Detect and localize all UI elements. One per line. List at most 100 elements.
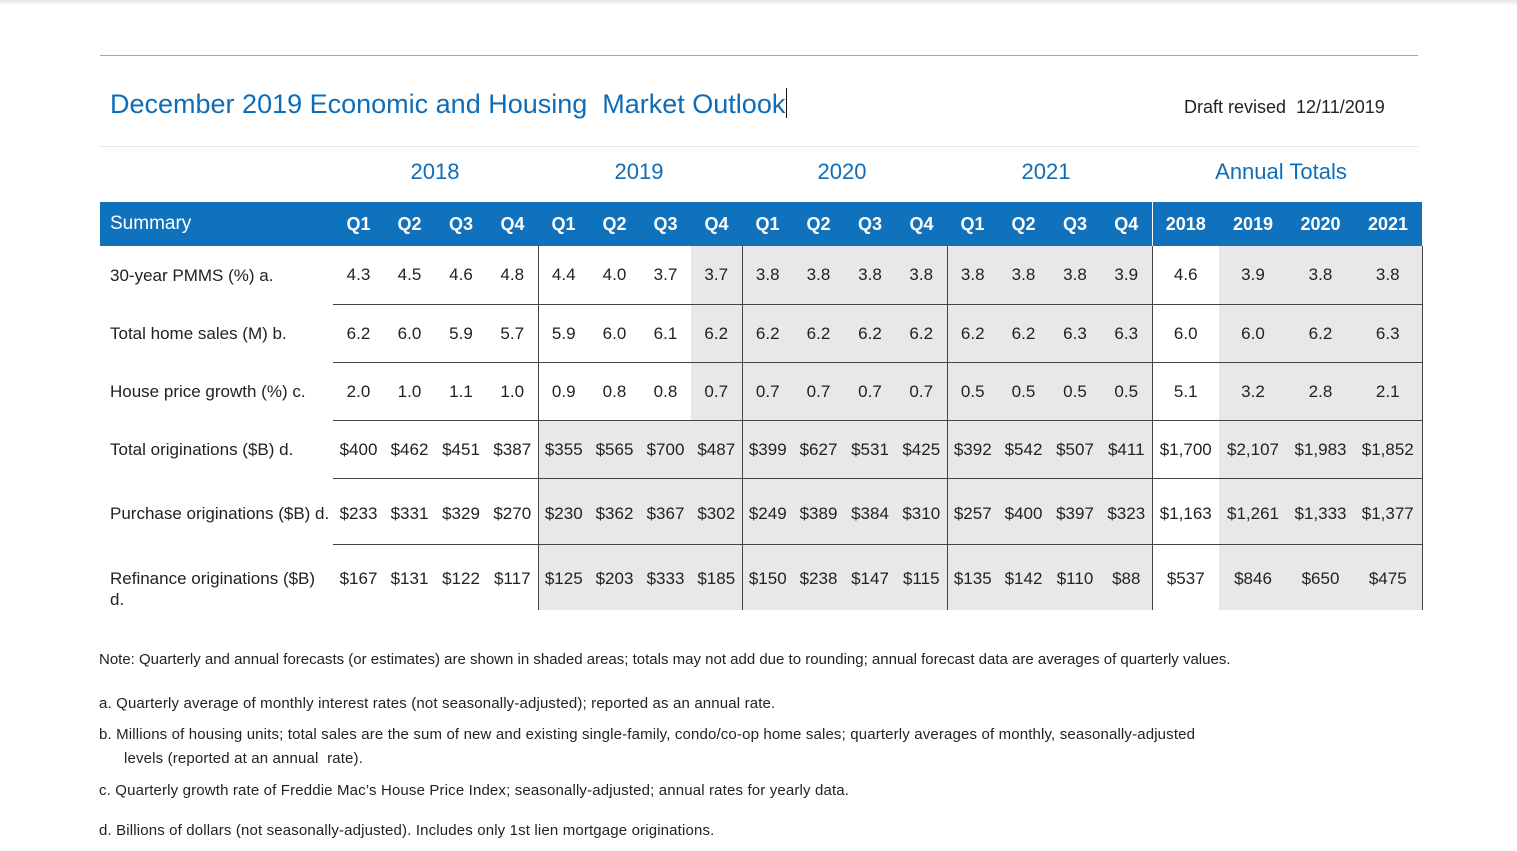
table-note: Note: Quarterly and annual forecasts (or… xyxy=(99,651,1231,668)
quarter-cell: 5.9 xyxy=(537,304,589,363)
quarter-cell: $355 xyxy=(537,420,589,479)
row-label: 30-year PMMS (%) a. xyxy=(110,265,274,285)
table-row: Refinance originations ($B) d. $167 $131 $1… xyxy=(100,544,1423,610)
quarter-cell: $411 xyxy=(1101,420,1152,479)
header-q: Q1 xyxy=(333,202,384,246)
quarter-cell: $115 xyxy=(896,544,947,610)
header-q: Q4 xyxy=(691,202,742,246)
quarter-cell: 6.2 xyxy=(793,304,844,363)
row-label: Total home sales (M) b. xyxy=(110,324,287,343)
header-annual: 2021 xyxy=(1354,202,1422,246)
quarter-cell: 5.7 xyxy=(487,304,538,363)
quarter-cell: $565 xyxy=(589,420,640,479)
annual-cell: $650 xyxy=(1287,544,1354,610)
quarter-cell: 5.9 xyxy=(435,304,487,363)
quarter-cell: 4.6 xyxy=(449,265,473,284)
quarter-cell: $167 xyxy=(333,544,384,610)
header-q: Q4 xyxy=(487,202,538,246)
quarter-cell: 0.7 xyxy=(844,362,896,421)
quarter-cell: 3.9 xyxy=(1101,246,1152,305)
quarter-cell: $425 xyxy=(896,420,947,479)
quarter-cell: 0.5 xyxy=(946,362,998,421)
year-group-2021: 2021 xyxy=(1021,159,1071,184)
quarter-cell: 6.0 xyxy=(384,304,435,363)
quarter-cell: $487 xyxy=(691,420,742,479)
footnote-d: d. Billions of dollars (not seasonally-a… xyxy=(99,822,715,839)
header-q: Q1 xyxy=(947,202,998,246)
annual-cell: $1,700 xyxy=(1151,420,1219,479)
header-q: Q2 xyxy=(589,202,640,246)
page-title[interactable]: December 2019 Economic and Housing Marke… xyxy=(110,88,788,120)
quarter-cell: 6.2 xyxy=(946,304,998,363)
annual-cell: 4.6 xyxy=(1151,246,1219,305)
annual-cell: 6.0 xyxy=(1219,304,1287,363)
annual-cell: 2.8 xyxy=(1287,362,1354,421)
quarter-cell: 0.8 xyxy=(589,362,640,421)
header-q: Q1 xyxy=(538,202,589,246)
table-row: House price growth (%) c. 2.0 1.0 1.1 1.0 0.9… xyxy=(100,362,1423,421)
header-q: Q2 xyxy=(793,202,844,246)
annual-cell: 6.2 xyxy=(1287,304,1354,363)
quarter-cell: 3.8 xyxy=(998,246,1049,305)
quarter-cell: $331 xyxy=(384,478,435,545)
header-q: Q4 xyxy=(896,202,947,246)
quarter-cell: 6.0 xyxy=(589,304,640,363)
quarter-cell: $203 xyxy=(589,544,640,610)
quarter-cell: $387 xyxy=(487,420,538,479)
quarter-cell: $323 xyxy=(1101,478,1152,545)
quarter-cell: 0.7 xyxy=(896,362,947,421)
annual-cell: $1,163 xyxy=(1151,478,1219,545)
quarter-cell: 2.0 xyxy=(333,362,384,421)
draft-revised-date: Draft revised 12/11/2019 xyxy=(1184,97,1385,117)
quarter-cell: $125 xyxy=(537,544,589,610)
year-group-annual-totals: Annual Totals xyxy=(1215,159,1347,184)
quarter-cell: 6.2 xyxy=(896,304,947,363)
quarter-cell: 6.2 xyxy=(333,304,384,363)
quarter-cell: $367 xyxy=(640,478,691,545)
quarter-cell: 0.5 xyxy=(998,362,1049,421)
quarter-cell: 3.8 xyxy=(793,246,844,305)
quarter-cell: $238 xyxy=(793,544,844,610)
quarter-cell: 1.0 xyxy=(384,362,435,421)
quarter-cell: $397 xyxy=(1049,478,1101,545)
quarter-cell: $392 xyxy=(946,420,998,479)
quarter-cell: $451 xyxy=(435,420,487,479)
annual-cell: $1,261 xyxy=(1219,478,1287,545)
quarter-cell: 0.5 xyxy=(1049,362,1101,421)
footnote-b-line2: levels (reported at an annual rate). xyxy=(124,750,364,767)
quarter-cell: $150 xyxy=(741,544,793,610)
header-q: Q1 xyxy=(742,202,793,246)
row-label: Refinance originations ($B) d. xyxy=(110,568,316,609)
quarter-cell: $122 xyxy=(435,544,487,610)
year-group-2018: 2018 xyxy=(410,159,460,184)
annual-cell: $537 xyxy=(1151,544,1219,610)
annual-cell: 3.8 xyxy=(1354,246,1423,305)
quarter-cell: 0.5 xyxy=(1101,362,1152,421)
quarter-cell: 4.0 xyxy=(602,265,627,284)
header-summary: Summary xyxy=(100,202,333,246)
header-q: Q3 xyxy=(1049,202,1101,246)
quarter-cell: $389 xyxy=(793,478,844,545)
annual-cell: 6.3 xyxy=(1354,304,1423,363)
table-row: Total originations ($B) d. $400 $462 $451 $3… xyxy=(100,420,1423,479)
quarter-cell: 3.8 xyxy=(946,246,998,305)
quarter-cell: $700 xyxy=(640,420,691,479)
annual-cell: $1,852 xyxy=(1354,420,1423,479)
quarter-cell: $185 xyxy=(691,544,742,610)
quarter-cell: 4.8 xyxy=(500,265,525,284)
row-label: Purchase originations ($B) d. xyxy=(110,503,330,523)
header-q: Q2 xyxy=(998,202,1049,246)
quarter-cell: $88 xyxy=(1101,544,1152,610)
quarter-cell: 6.2 xyxy=(691,304,742,363)
quarter-cell: $384 xyxy=(844,478,896,545)
quarter-cell: $507 xyxy=(1049,420,1101,479)
footnote-c: c. Quarterly growth rate of Freddie Mac’… xyxy=(99,782,850,799)
header-annual: 2018 xyxy=(1151,202,1219,246)
quarter-cell: $142 xyxy=(998,544,1049,610)
annual-cell: 6.0 xyxy=(1151,304,1219,363)
quarter-cell: $110 xyxy=(1049,544,1101,610)
annual-cell: $846 xyxy=(1219,544,1287,610)
quarter-cell: $302 xyxy=(691,478,742,545)
year-group-2020: 2020 xyxy=(817,159,867,184)
quarter-cell: 0.8 xyxy=(640,362,691,421)
